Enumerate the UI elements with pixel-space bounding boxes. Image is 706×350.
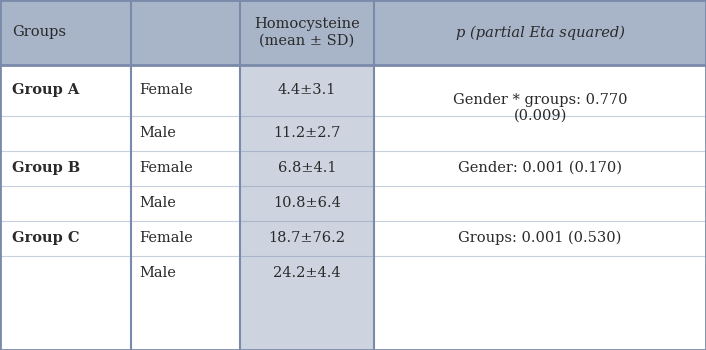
Bar [240,65,374,350]
Text: Male: Male [139,196,176,210]
Text: Homocysteine
(mean ± SD): Homocysteine (mean ± SD) [254,17,360,48]
Text: Male: Male [139,126,176,140]
Text: Male: Male [139,266,176,280]
Text: 6.8±4.1: 6.8±4.1 [278,161,336,175]
Text: Groups: 0.001 (0.530): Groups: 0.001 (0.530) [458,231,622,245]
Text: Female: Female [139,231,193,245]
Text: Group A: Group A [12,83,79,97]
Text: 24.2±4.4: 24.2±4.4 [273,266,341,280]
Text: Group C: Group C [12,231,80,245]
Text: 4.4±3.1: 4.4±3.1 [278,83,336,97]
Text: Gender * groups: 0.770
(0.009): Gender * groups: 0.770 (0.009) [453,92,628,123]
Text: 18.7±76.2: 18.7±76.2 [268,231,346,245]
Text: Group B: Group B [12,161,80,175]
Text: Female: Female [139,83,193,97]
Text: 10.8±6.4: 10.8±6.4 [273,196,341,210]
Text: Groups: Groups [12,26,66,40]
Text: 11.2±2.7: 11.2±2.7 [273,126,341,140]
Text: p (partial Eta squared): p (partial Eta squared) [455,25,625,40]
Text: Female: Female [139,161,193,175]
Text: Gender: 0.001 (0.170): Gender: 0.001 (0.170) [458,161,622,175]
Bar [0,0,706,65]
